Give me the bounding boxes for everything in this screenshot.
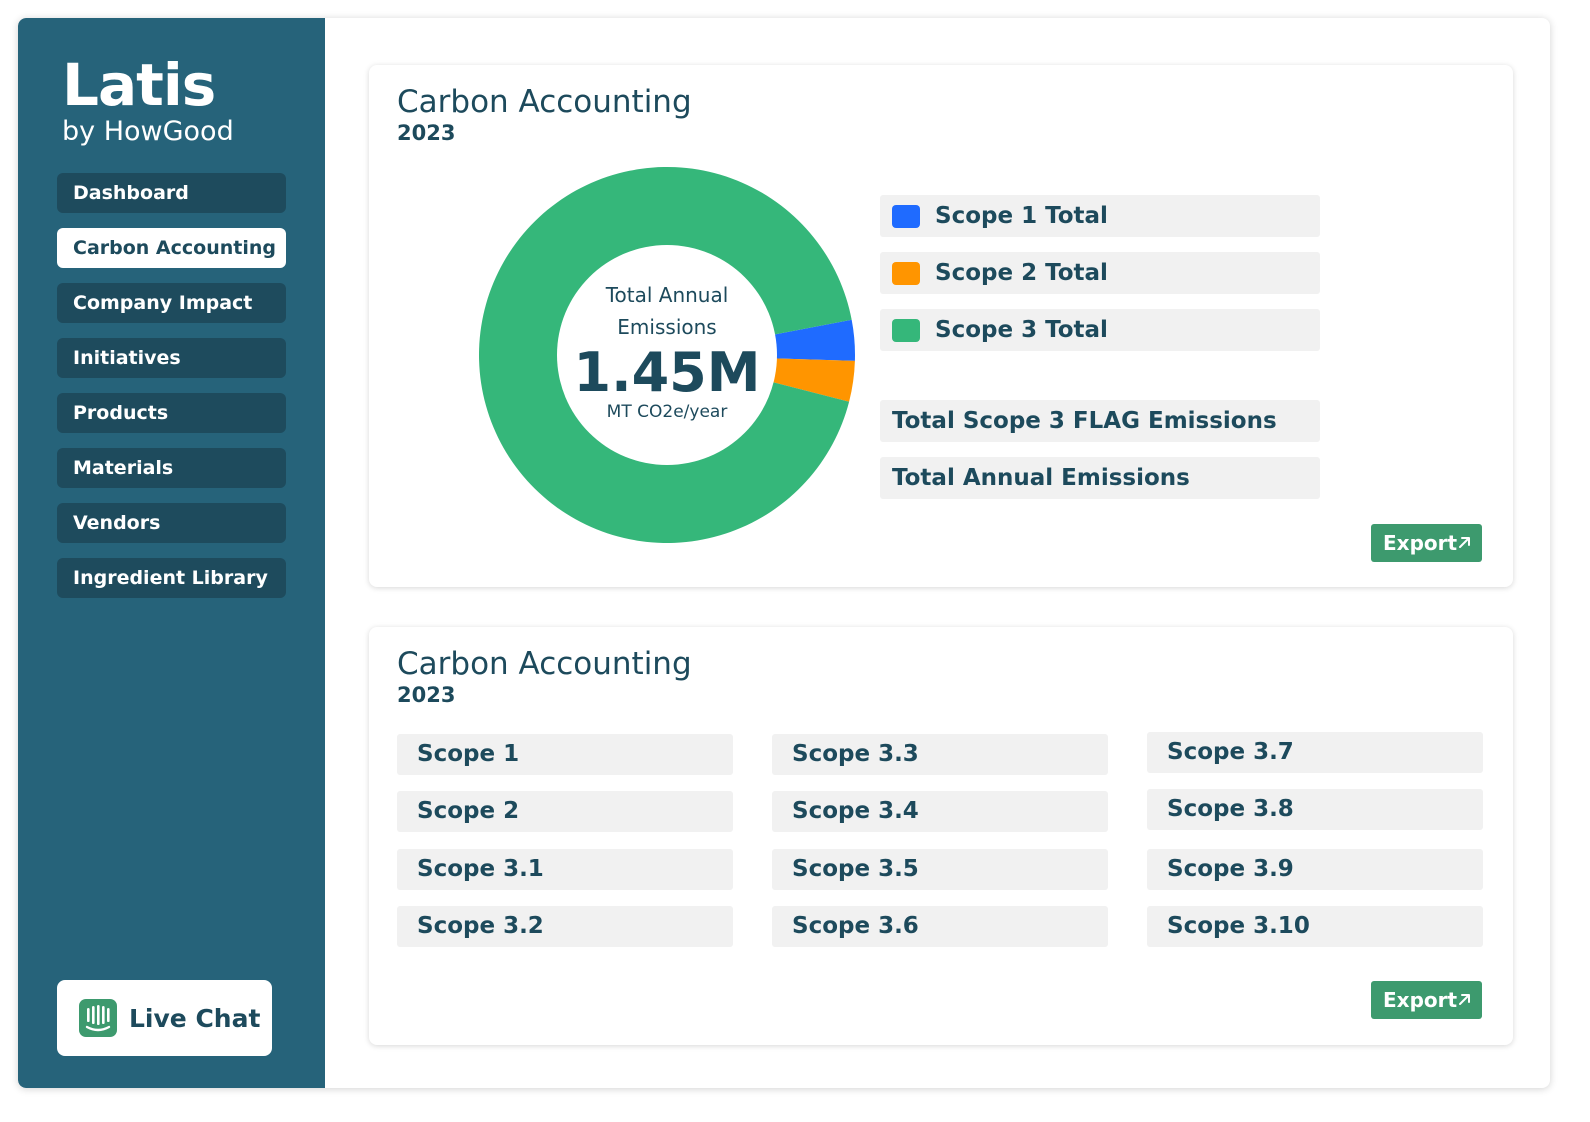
card-year: 2023 [397,683,456,707]
sidebar: Latis by HowGood Dashboard Carbon Accoun… [18,18,325,1088]
total-annual-emissions-row[interactable]: Total Annual Emissions [880,457,1320,499]
legend-item-scope-2: Scope 2 Total [880,252,1320,294]
sidebar-item-carbon-accounting[interactable]: Carbon Accounting [57,228,286,268]
scope-button-3-8[interactable]: Scope 3.8 [1147,789,1483,830]
donut-hole [557,245,777,465]
scope-button-3-5[interactable]: Scope 3.5 [772,849,1108,890]
scope-button-3-3[interactable]: Scope 3.3 [772,734,1108,775]
sidebar-item-initiatives[interactable]: Initiatives [57,338,286,378]
scope-button-3-10[interactable]: Scope 3.10 [1147,906,1483,947]
legend-swatch [892,318,920,342]
brand-subtitle: by HowGood [62,116,234,147]
scope-button-3-4[interactable]: Scope 3.4 [772,791,1108,832]
emissions-donut-chart: Total Annual Emissions 1.45M MT CO2e/yea… [479,166,855,543]
chat-bars-icon [79,999,117,1037]
legend-item-scope-3: Scope 3 Total [880,309,1320,351]
scope-button-3-9[interactable]: Scope 3.9 [1147,849,1483,890]
legend-item-scope-1: Scope 1 Total [880,195,1320,237]
sidebar-item-company-impact[interactable]: Company Impact [57,283,286,323]
donut-center-unit: MT CO2e/year [607,402,728,422]
scope-button-3-6[interactable]: Scope 3.6 [772,906,1108,947]
sidebar-item-products[interactable]: Products [57,393,286,433]
carbon-summary-card: Carbon Accounting 2023 Total Annual Emis… [369,65,1513,587]
donut-center-line1: Total Annual [605,283,729,307]
card-year: 2023 [397,121,456,145]
export-button[interactable]: Export [1371,524,1482,562]
export-label: Export [1383,988,1458,1012]
carbon-detail-card: Carbon Accounting 2023 Scope 1 Scope 2 S… [369,627,1513,1045]
scope-button-2[interactable]: Scope 2 [397,791,733,832]
brand-name: Latis [62,51,216,119]
live-chat-label: Live Chat [129,1003,261,1033]
scope-button-3-2[interactable]: Scope 3.2 [397,906,733,947]
donut-center-line2: Emissions [617,315,716,339]
scope-button-3-7[interactable]: Scope 3.7 [1147,732,1483,773]
sidebar-item-ingredient-library[interactable]: Ingredient Library [57,558,286,598]
donut-center-value: 1.45M [574,341,761,404]
sidebar-nav: Dashboard Carbon Accounting Company Impa… [57,173,286,613]
sidebar-item-materials[interactable]: Materials [57,448,286,488]
legend-swatch [892,261,920,285]
export-label: Export [1383,531,1458,555]
card-title: Carbon Accounting [397,84,692,120]
live-chat-button[interactable]: Live Chat [57,980,272,1056]
card-title: Carbon Accounting [397,646,692,682]
sidebar-item-dashboard[interactable]: Dashboard [57,173,286,213]
legend-label: Scope 2 Total [935,260,1108,286]
legend-label: Scope 3 Total [935,317,1108,343]
app-window: Latis by HowGood Dashboard Carbon Accoun… [18,18,1550,1088]
total-scope3-flag-row[interactable]: Total Scope 3 FLAG Emissions [880,400,1320,442]
arrow-up-right-icon [1459,537,1470,548]
export-button[interactable]: Export [1371,981,1482,1019]
brand-logo: Latis by HowGood [62,56,234,148]
arrow-up-right-icon [1459,994,1470,1005]
scope-button-1[interactable]: Scope 1 [397,734,733,775]
sidebar-item-vendors[interactable]: Vendors [57,503,286,543]
legend-label: Scope 1 Total [935,203,1108,229]
scope-button-3-1[interactable]: Scope 3.1 [397,849,733,890]
legend-swatch [892,204,920,228]
